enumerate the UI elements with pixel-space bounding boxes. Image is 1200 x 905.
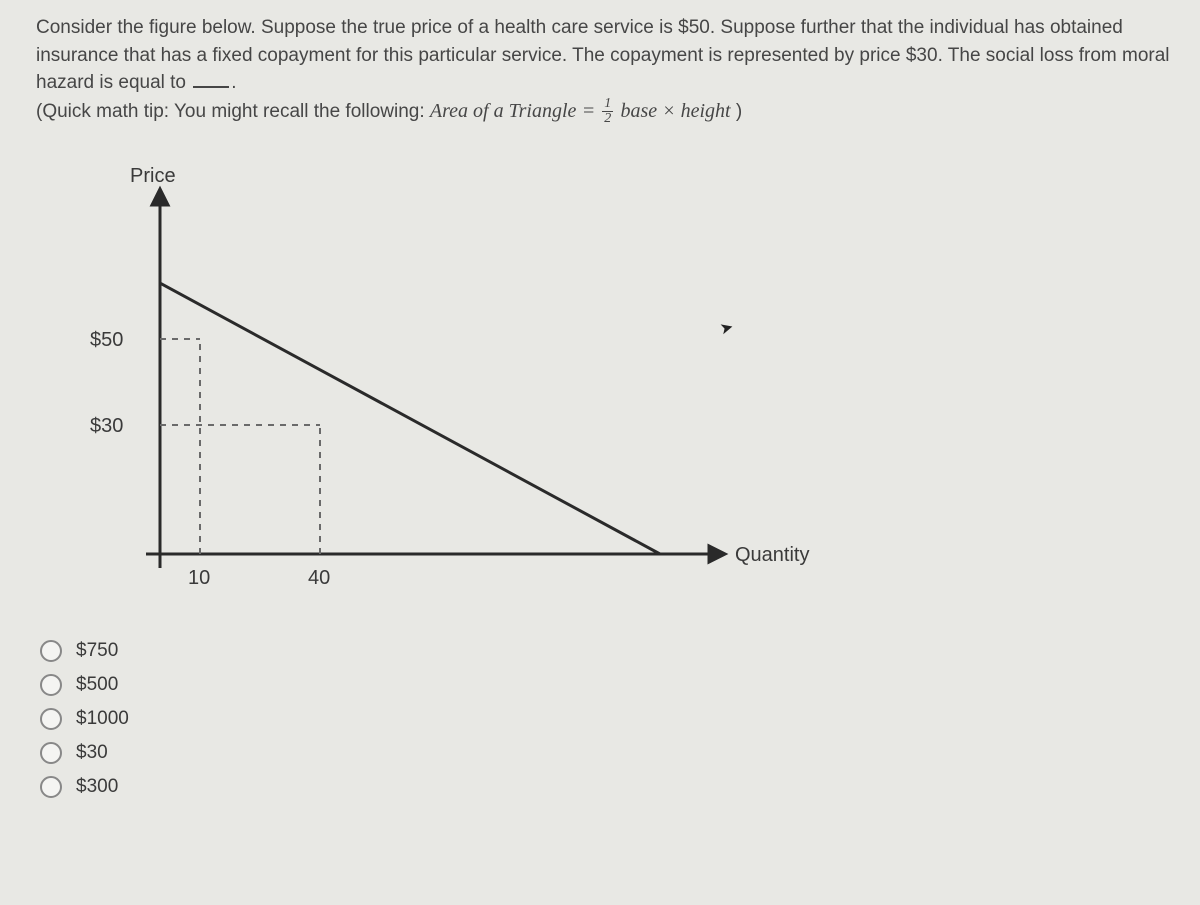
radio-icon[interactable] [40, 640, 62, 662]
option-label: $30 [76, 742, 108, 764]
svg-text:40: 40 [308, 567, 330, 589]
option-row[interactable]: $300 [40, 770, 1200, 804]
tip-prefix: (Quick math tip: You might recall the fo… [36, 101, 430, 122]
option-label: $1000 [76, 708, 129, 730]
chart-svg: $50 $30 10 40 Price Quantity [40, 154, 860, 624]
svg-text:Quantity: Quantity [735, 544, 809, 566]
option-row[interactable]: $750 [40, 634, 1200, 668]
option-label: $300 [76, 776, 118, 798]
frac-den: 2 [602, 112, 613, 126]
formula-rhs: base × height [620, 100, 730, 122]
radio-icon[interactable] [40, 674, 62, 696]
formula-frac: 1 2 [602, 97, 613, 126]
question-body: Consider the figure below. Suppose the t… [36, 17, 1170, 93]
fill-blank [193, 86, 229, 88]
svg-text:$30: $30 [90, 415, 123, 437]
demand-chart: $50 $30 10 40 Price Quantity [40, 154, 860, 624]
svg-text:10: 10 [188, 567, 210, 589]
formula-eq: = [582, 100, 601, 122]
option-row[interactable]: $1000 [40, 702, 1200, 736]
radio-icon[interactable] [40, 708, 62, 730]
tip-suffix: ) [736, 101, 742, 122]
radio-icon[interactable] [40, 776, 62, 798]
option-row[interactable]: $30 [40, 736, 1200, 770]
svg-text:Price: Price [130, 165, 176, 187]
radio-icon[interactable] [40, 742, 62, 764]
question-text: Consider the figure below. Suppose the t… [0, 0, 1200, 134]
formula-lhs: Area of a Triangle [430, 100, 576, 122]
svg-text:$50: $50 [90, 329, 123, 351]
option-label: $750 [76, 640, 118, 662]
option-label: $500 [76, 674, 118, 696]
option-row[interactable]: $500 [40, 668, 1200, 702]
frac-num: 1 [602, 97, 613, 112]
answer-options: $750 $500 $1000 $30 $300 [40, 634, 1200, 804]
